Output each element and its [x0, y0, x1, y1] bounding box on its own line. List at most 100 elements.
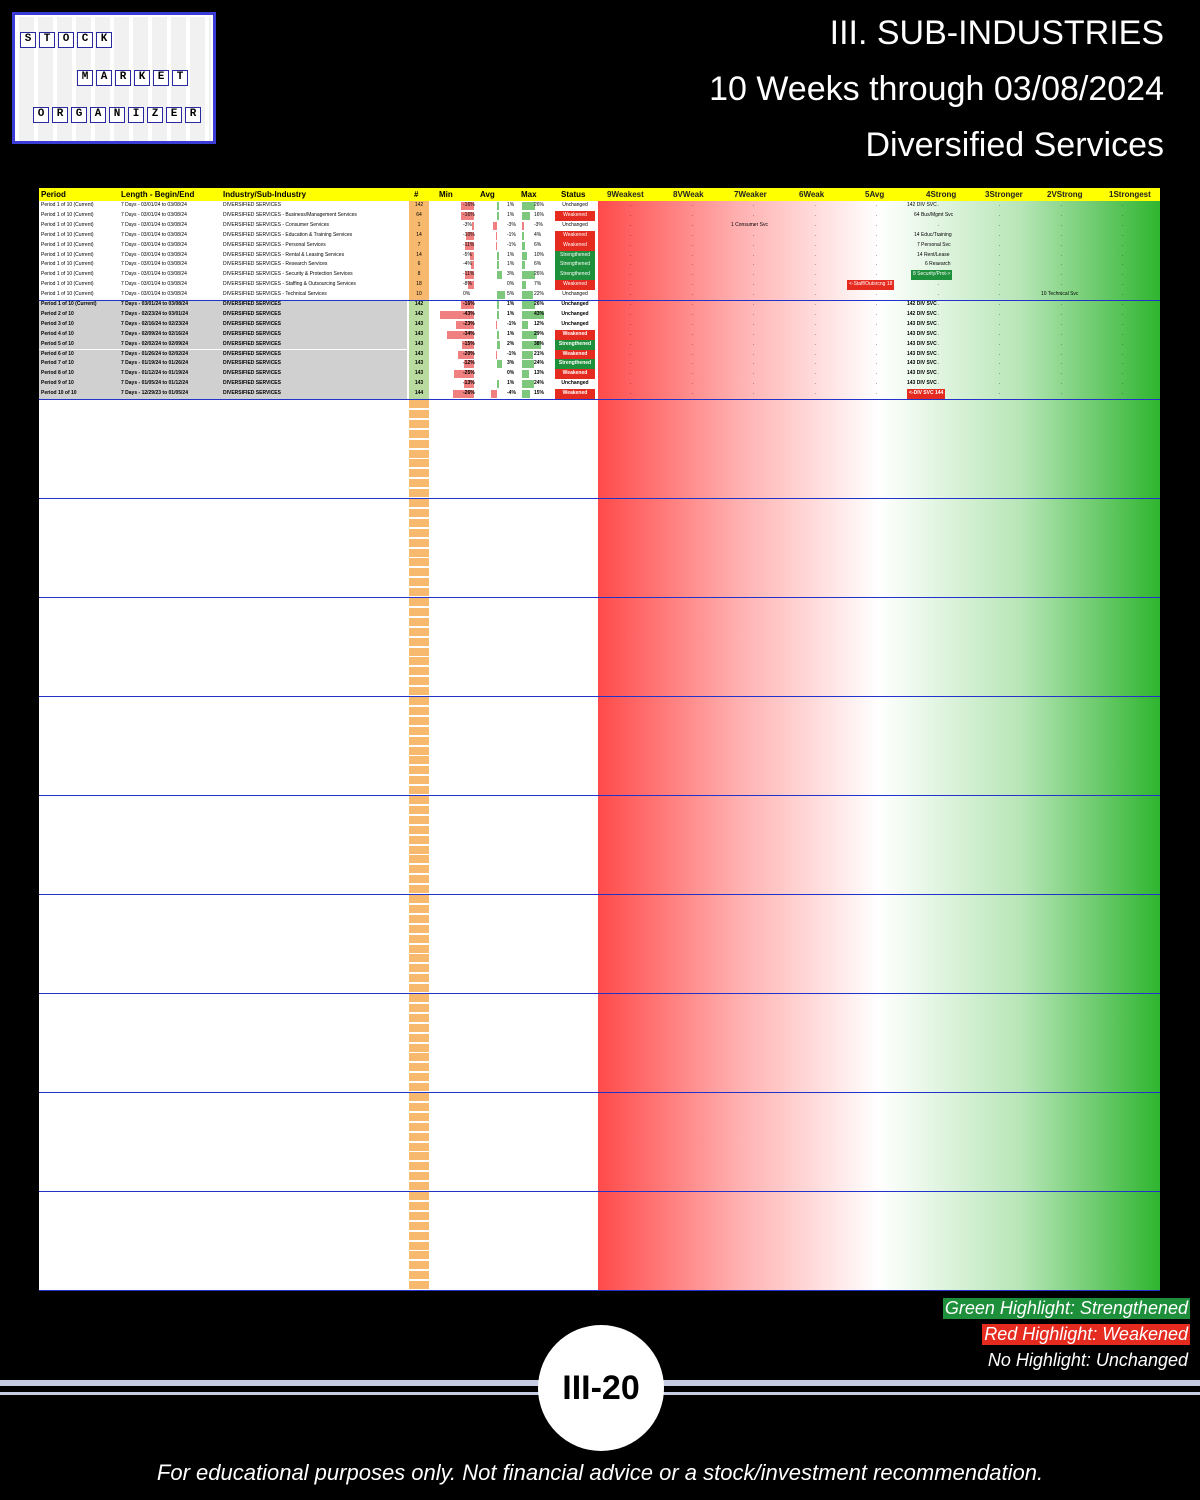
- level-dot: .: [630, 310, 632, 317]
- count-cell-fill: [409, 667, 429, 676]
- table-row-continued: [39, 488, 1160, 498]
- level-dot: .: [1122, 202, 1124, 208]
- cell-avg: -3%: [507, 221, 516, 228]
- level-dot: .: [691, 221, 693, 228]
- table-row-continued: [39, 1072, 1160, 1082]
- level-dot: .: [630, 320, 632, 327]
- table-row: Period 10 of 10 7 Days - 12/29/23 to 01/0…: [39, 389, 1160, 399]
- count-cell-fill: [409, 1003, 429, 1012]
- cell-avg: 1%: [507, 202, 515, 208]
- count-cell-fill: [409, 1192, 429, 1200]
- table-row-continued: [39, 755, 1160, 765]
- table-row-continued: [39, 656, 1160, 666]
- level-dot: .: [814, 301, 816, 307]
- level-dot: .: [1060, 221, 1062, 228]
- count-cell-fill: [409, 647, 429, 656]
- cell-avg: 1%: [507, 310, 515, 317]
- level-dot: .: [876, 251, 878, 258]
- table-row-continued: [39, 795, 1160, 805]
- cell-industry: DIVERSIFIED SERVICES: [223, 370, 281, 377]
- cell-avg: -1%: [507, 231, 516, 238]
- level-dot: .: [753, 390, 755, 397]
- table-row-continued: [39, 716, 1160, 726]
- cell-max: 26%: [534, 202, 545, 208]
- level-dot: .: [999, 251, 1001, 258]
- logo-letter: T: [172, 70, 188, 86]
- table-row-continued: [39, 577, 1160, 587]
- cell-length: 7 Days - 01/05/24 to 01/12/24: [121, 380, 188, 387]
- cell-count: 6: [409, 260, 429, 271]
- level-dot: .: [1122, 251, 1124, 258]
- count-cell-fill: [409, 875, 429, 884]
- level-dot: .: [814, 350, 816, 357]
- level-dot: .: [937, 320, 939, 327]
- logo-letter: T: [39, 32, 55, 48]
- cell-max: -3%: [534, 221, 543, 228]
- logo-letter: S: [20, 32, 36, 48]
- count-cell-fill: [409, 409, 429, 418]
- cell-max: 24%: [534, 360, 545, 367]
- table-row-continued: [39, 1142, 1160, 1152]
- col-level-3: 7Weaker: [734, 190, 767, 199]
- count-cell-fill: [409, 994, 429, 1002]
- min-bar: [453, 390, 474, 399]
- min-bar: [466, 231, 474, 240]
- group-separator: [39, 597, 1160, 598]
- table-row: Period 1 of 10 (Current) 7 Days - 03/01/2…: [39, 260, 1160, 271]
- table-row-continued: [39, 835, 1160, 845]
- cell-length: 7 Days - 03/01/24 to 03/08/24: [121, 221, 187, 228]
- table-row-continued: [39, 518, 1160, 528]
- table-row-continued: [39, 1151, 1160, 1161]
- cell-length: 7 Days - 12/29/23 to 01/05/24: [121, 390, 188, 397]
- cell-max: 29%: [534, 330, 545, 337]
- cell-period: Period 8 of 10: [41, 370, 74, 377]
- level-dot: .: [630, 221, 632, 228]
- count-cell-fill: [409, 1201, 429, 1210]
- level-dot: .: [999, 271, 1001, 278]
- avg-bar: [497, 261, 499, 270]
- cell-max: 26%: [534, 301, 545, 307]
- cell-length: 7 Days - 03/01/24 to 03/08/24: [121, 281, 187, 288]
- col-level-6: 4Strong: [926, 190, 957, 199]
- cell-level-label: 143 DIV SVC: [907, 350, 937, 357]
- avg-bar: [495, 231, 497, 240]
- level-dot: .: [1060, 310, 1062, 317]
- level-dot: .: [1122, 370, 1124, 377]
- cell-avg: -1%: [507, 241, 516, 248]
- level-dot: .: [814, 340, 816, 347]
- level-dot: .: [814, 320, 816, 327]
- group-separator: [39, 399, 1160, 400]
- table-row-continued: [39, 676, 1160, 686]
- level-dot: .: [999, 360, 1001, 367]
- table-row-continued: [39, 983, 1160, 993]
- cell-status: Strengthened: [555, 260, 595, 271]
- cell-max: 43%: [534, 310, 545, 317]
- count-cell-fill: [409, 756, 429, 765]
- col-status: Status: [561, 190, 586, 199]
- count-cell-fill: [409, 1033, 429, 1042]
- avg-bar: [497, 251, 499, 260]
- level-dot: .: [937, 310, 939, 317]
- count-cell-fill: [409, 815, 429, 824]
- cell-max: 7%: [534, 281, 542, 288]
- logo-letter: O: [58, 32, 74, 48]
- table-row-continued: [39, 647, 1160, 657]
- cell-count: 142: [409, 309, 429, 320]
- max-bar: [522, 231, 524, 240]
- level-dot: .: [999, 261, 1001, 268]
- avg-bar: [491, 390, 497, 399]
- level-dot: .: [999, 330, 1001, 337]
- level-dot: .: [1122, 221, 1124, 228]
- group-separator: [39, 300, 1160, 301]
- cell-status: Unchanged: [561, 310, 589, 317]
- level-dot: .: [691, 281, 693, 288]
- level-dot: .: [999, 340, 1001, 347]
- level-dot: .: [876, 221, 878, 228]
- cell-industry: DIVERSIFIED SERVICES - Technical Service…: [223, 291, 327, 298]
- table-row-continued: [39, 845, 1160, 855]
- count-cell-fill: [409, 528, 429, 537]
- group-separator: [39, 1290, 1160, 1291]
- level-dot: .: [630, 202, 632, 208]
- cell-industry: DIVERSIFIED SERVICES: [223, 350, 281, 357]
- table-row-continued: [39, 666, 1160, 676]
